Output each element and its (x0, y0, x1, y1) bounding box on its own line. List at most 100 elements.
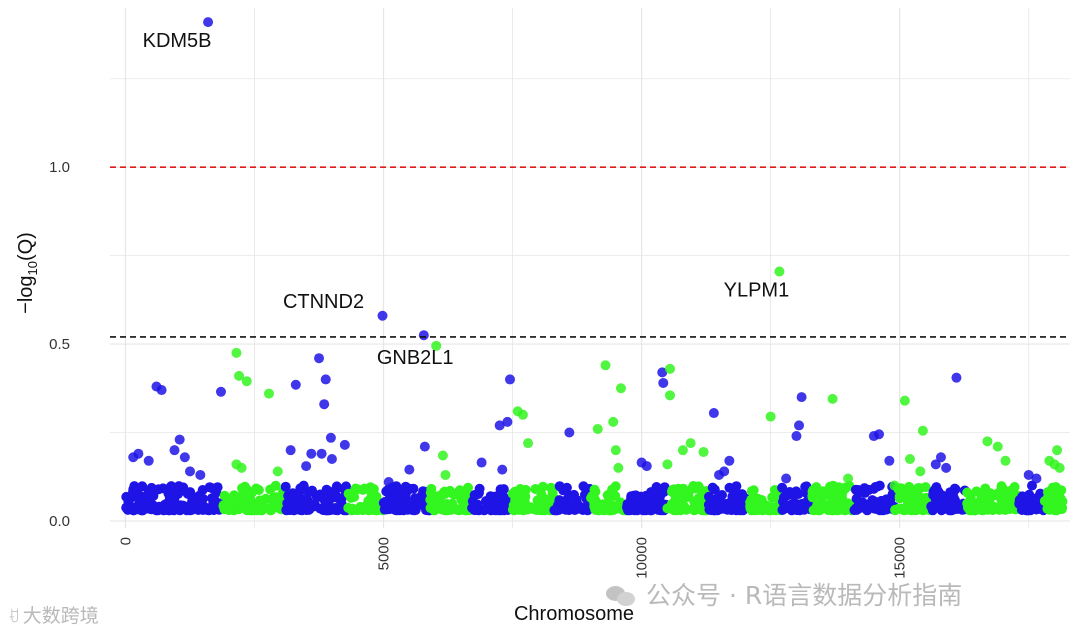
band-point (321, 505, 332, 516)
band-point (1000, 504, 1011, 515)
band-point (911, 505, 922, 516)
band-point (777, 505, 788, 515)
data-point (156, 385, 167, 396)
band-point (385, 499, 396, 510)
band-point (287, 503, 298, 514)
band-point (508, 504, 519, 515)
y-tick-label: 1.0 (49, 159, 70, 176)
data-point (1054, 462, 1065, 473)
band-point (359, 503, 370, 514)
data-point (325, 432, 336, 443)
chromosome-band (1014, 480, 1049, 516)
watermark-logo-icon: ꀀ (8, 608, 20, 626)
band-point (688, 503, 698, 514)
band-point (678, 494, 689, 505)
gene-label: CTNND2 (283, 291, 364, 313)
band-point (931, 482, 942, 493)
band-point (128, 504, 139, 515)
data-point (326, 454, 337, 465)
chromosome-band (745, 485, 786, 516)
band-point (515, 484, 526, 494)
band-point (746, 486, 757, 497)
band-point (650, 486, 661, 497)
band-point (330, 490, 341, 501)
band-point (767, 492, 778, 503)
band-point (962, 487, 973, 498)
band-point (561, 502, 572, 513)
watermark-left: ꀀ 大数跨境 (8, 601, 99, 628)
band-point (440, 488, 451, 499)
data-point (698, 446, 709, 457)
band-point (693, 493, 704, 504)
data-point (794, 420, 805, 431)
band-point (270, 480, 281, 491)
data-point (306, 448, 317, 459)
band-point (756, 495, 767, 506)
data-point (982, 436, 993, 447)
band-point (736, 492, 747, 503)
band-point (307, 485, 318, 496)
data-point (339, 439, 350, 450)
data-point (665, 363, 675, 374)
data-point (517, 409, 528, 420)
data-point (320, 374, 331, 385)
chromosome-point-bands (121, 480, 1068, 516)
data-point (665, 390, 675, 401)
band-point (828, 480, 838, 491)
band-point (173, 503, 184, 514)
data-point (941, 462, 952, 473)
band-point (132, 485, 143, 496)
data-point (613, 462, 624, 473)
band-point (894, 491, 905, 502)
band-point (368, 484, 379, 495)
band-point (316, 492, 327, 503)
band-point (709, 484, 720, 495)
data-point (884, 455, 895, 466)
band-point (239, 496, 250, 507)
gene-label: KDM5B (143, 30, 212, 52)
data-point (419, 441, 430, 452)
band-point (903, 493, 914, 504)
band-point (602, 490, 613, 501)
x-tick-label: 5000 (376, 537, 393, 570)
band-point (288, 489, 299, 500)
data-point (1000, 455, 1011, 466)
threshold-lines (110, 166, 1070, 338)
data-point (1052, 445, 1063, 456)
highlighted-point (431, 340, 442, 351)
band-point (622, 502, 632, 513)
band-point (920, 482, 931, 493)
data-point (657, 367, 668, 378)
band-point (569, 489, 579, 500)
band-point (940, 503, 951, 514)
band-point (198, 493, 208, 504)
data-point (179, 452, 190, 463)
highlighted-point (418, 330, 429, 341)
band-point (250, 504, 261, 515)
band-point (229, 490, 240, 501)
data-point (215, 386, 226, 397)
data-point (404, 464, 415, 475)
band-point (425, 487, 436, 498)
band-point (542, 494, 552, 505)
wechat-icon (606, 584, 636, 606)
band-point (158, 483, 168, 494)
band-point (463, 482, 473, 493)
chromosome-band (777, 481, 817, 516)
band-point (837, 504, 848, 515)
band-point (807, 486, 818, 497)
band-point (876, 502, 887, 513)
gene-label: GNB2L1 (377, 347, 454, 369)
data-point (600, 360, 611, 371)
watermark-right: 公众号 · R语言数据分析指南 (606, 576, 962, 612)
band-point (779, 492, 789, 503)
band-point (707, 504, 718, 515)
data-point (440, 469, 451, 480)
band-point (868, 496, 879, 507)
band-point (150, 485, 161, 496)
band-point (359, 483, 370, 494)
band-point (849, 505, 860, 516)
chromosome-band (926, 482, 970, 516)
band-point (635, 491, 646, 502)
